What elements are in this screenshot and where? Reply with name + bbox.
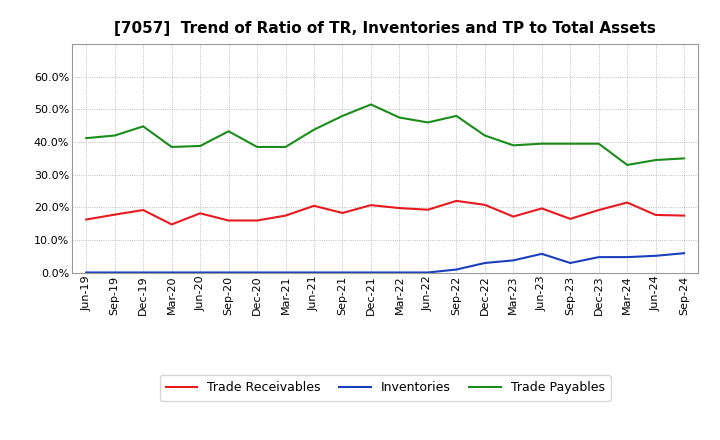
Trade Payables [110, 133, 119, 138]
Inventories [537, 251, 546, 257]
Trade Receivables [395, 205, 404, 211]
Inventories [338, 270, 347, 275]
Trade Receivables [680, 213, 688, 218]
Inventories [452, 267, 461, 272]
Trade Receivables [537, 206, 546, 211]
Trade Payables [167, 144, 176, 150]
Trade Receivables [310, 203, 318, 209]
Line: Inventories: Inventories [86, 253, 684, 272]
Trade Receivables [225, 218, 233, 223]
Trade Payables [196, 143, 204, 149]
Inventories [82, 270, 91, 275]
Title: [7057]  Trend of Ratio of TR, Inventories and TP to Total Assets: [7057] Trend of Ratio of TR, Inventories… [114, 21, 656, 36]
Trade Payables [282, 144, 290, 150]
Trade Receivables [253, 218, 261, 223]
Trade Receivables [366, 202, 375, 208]
Trade Receivables [595, 207, 603, 213]
Inventories [225, 270, 233, 275]
Trade Receivables [338, 210, 347, 216]
Inventories [566, 260, 575, 266]
Trade Payables [395, 115, 404, 120]
Inventories [282, 270, 290, 275]
Trade Receivables [139, 207, 148, 213]
Line: Trade Receivables: Trade Receivables [86, 201, 684, 224]
Trade Payables [82, 136, 91, 141]
Inventories [395, 270, 404, 275]
Inventories [652, 253, 660, 258]
Inventories [167, 270, 176, 275]
Trade Payables [623, 162, 631, 168]
Trade Receivables [282, 213, 290, 218]
Trade Receivables [110, 212, 119, 217]
Trade Payables [225, 128, 233, 134]
Inventories [139, 270, 148, 275]
Inventories [509, 258, 518, 263]
Legend: Trade Receivables, Inventories, Trade Payables: Trade Receivables, Inventories, Trade Pa… [160, 375, 611, 401]
Trade Receivables [82, 217, 91, 222]
Inventories [366, 270, 375, 275]
Trade Payables [480, 133, 489, 138]
Trade Receivables [196, 211, 204, 216]
Inventories [623, 254, 631, 260]
Trade Receivables [167, 222, 176, 227]
Trade Payables [509, 143, 518, 148]
Trade Payables [366, 102, 375, 107]
Inventories [310, 270, 318, 275]
Inventories [253, 270, 261, 275]
Trade Receivables [652, 213, 660, 218]
Trade Receivables [509, 214, 518, 219]
Inventories [480, 260, 489, 266]
Trade Payables [537, 141, 546, 147]
Trade Receivables [480, 202, 489, 207]
Trade Payables [652, 158, 660, 163]
Trade Payables [338, 113, 347, 118]
Inventories [196, 270, 204, 275]
Trade Payables [423, 120, 432, 125]
Trade Receivables [566, 216, 575, 221]
Line: Trade Payables: Trade Payables [86, 104, 684, 165]
Inventories [595, 254, 603, 260]
Trade Payables [310, 127, 318, 132]
Trade Receivables [452, 198, 461, 204]
Trade Payables [595, 141, 603, 147]
Trade Payables [452, 113, 461, 118]
Trade Payables [566, 141, 575, 147]
Trade Payables [139, 124, 148, 129]
Trade Payables [680, 156, 688, 161]
Trade Payables [253, 144, 261, 150]
Inventories [423, 270, 432, 275]
Inventories [110, 270, 119, 275]
Inventories [680, 250, 688, 256]
Trade Receivables [623, 200, 631, 205]
Trade Receivables [423, 207, 432, 213]
